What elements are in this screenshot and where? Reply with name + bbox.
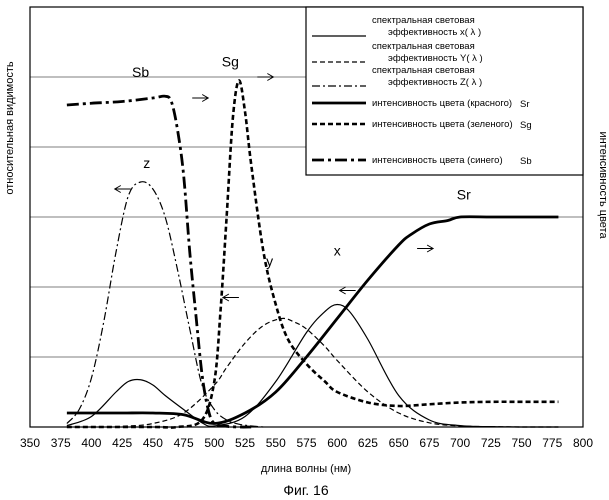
arrows-group — [113, 73, 435, 302]
legend-text-3: интенсивность цвета (красного) — [372, 98, 512, 109]
x-tick-400: 400 — [81, 436, 101, 450]
arrow-3-head — [221, 293, 230, 302]
legend-symbol-0: x( λ ) — [460, 27, 481, 38]
figure-caption: Фиг. 16 — [283, 482, 328, 498]
legend-symbol-1: Y( λ ) — [460, 53, 483, 64]
x-tick-475: 475 — [174, 436, 194, 450]
legend-text-0-line2: эффективность — [388, 27, 457, 38]
x-tick-450: 450 — [143, 436, 163, 450]
x-tick-525: 525 — [235, 436, 255, 450]
x-tick-labels: 350 375 400 425 450 475 500 525 550 575 600 625 650 6… — [20, 436, 593, 450]
series-z-line — [66, 181, 264, 428]
arrow-5-head — [426, 244, 435, 253]
series-y-line — [66, 317, 559, 428]
legend-symbol-5: Sb — [520, 156, 532, 167]
x-tick-350: 350 — [20, 436, 40, 450]
legend-symbol-2: Z( λ ) — [460, 77, 482, 88]
label-y: y — [266, 253, 273, 269]
legend-symbol-4: Sg — [520, 120, 532, 131]
arrow-4-head — [338, 286, 346, 295]
series-Sr-line — [66, 215, 559, 425]
arrow-1-head — [113, 185, 122, 193]
x-tick-425: 425 — [112, 436, 132, 450]
series-group — [66, 79, 559, 429]
label-z: z — [143, 155, 150, 171]
x-tick-575: 575 — [296, 436, 316, 450]
x-tick-650: 650 — [389, 436, 409, 450]
x-tick-500: 500 — [204, 436, 224, 450]
x-tick-550: 550 — [266, 436, 286, 450]
x-tick-600: 600 — [327, 436, 347, 450]
label-Sb: Sb — [132, 64, 149, 80]
label-Sr: Sr — [457, 187, 471, 203]
arrow-2-head — [267, 73, 275, 81]
legend-text-0-line1: спектральная световая — [372, 15, 475, 26]
series-x-line — [66, 303, 559, 428]
x-tick-700: 700 — [450, 436, 470, 450]
legend-box — [305, 6, 584, 176]
series-Sb-line — [66, 94, 252, 429]
x-tick-675: 675 — [419, 436, 439, 450]
legend-text-1-line1: спектральная световая — [372, 41, 475, 52]
y-axis-label-right: интенсивность цвета — [597, 131, 609, 239]
x-tick-725: 725 — [481, 436, 501, 450]
x-tick-775: 775 — [542, 436, 562, 450]
legend-text-1-line2: эффективность — [388, 53, 457, 64]
label-x: x — [334, 243, 341, 259]
legend-symbol-3: Sr — [520, 99, 530, 110]
series-labels: x y z Sr Sg Sb — [132, 54, 471, 270]
x-tick-625: 625 — [358, 436, 378, 450]
legend-text-5: интенсивность цвета (синего) — [372, 155, 503, 166]
x-tick-800: 800 — [573, 436, 593, 450]
legend-text-4: интенсивность цвета (зеленого) — [372, 119, 513, 130]
y-axis-label-left: относительная видимость — [4, 61, 16, 195]
x-axis-label: длина волны (нм) — [261, 463, 351, 475]
legend-text-2-line2: эффективность — [388, 77, 457, 88]
arrow-0-head — [201, 94, 210, 102]
x-tick-750: 750 — [512, 436, 532, 450]
x-tick-375: 375 — [51, 436, 71, 450]
series-Sg-line — [66, 79, 559, 429]
label-Sg: Sg — [222, 54, 239, 70]
legend-text-2-line1: спектральная световая — [372, 65, 475, 76]
